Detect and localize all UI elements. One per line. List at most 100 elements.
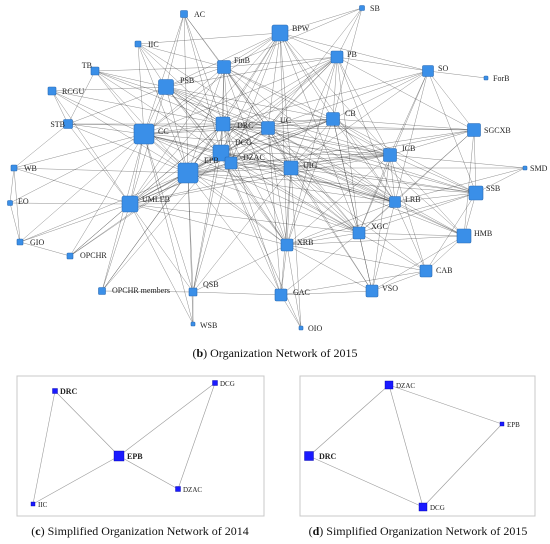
node-dcg[interactable]: [212, 144, 230, 162]
node-ssb[interactable]: [468, 185, 484, 201]
edge-qsb-cc: [143, 133, 194, 293]
panel_c-node-drc[interactable]: [52, 388, 58, 394]
panel-d-frame: [299, 375, 536, 517]
edge-so-sgcxb: [427, 70, 475, 131]
edge-so-lrb: [394, 70, 429, 203]
node-sb[interactable]: [359, 5, 365, 11]
node-label-bpw: BPW: [292, 24, 310, 33]
node-gio[interactable]: [16, 238, 24, 246]
node-xrb[interactable]: [280, 238, 294, 252]
node-wsb[interactable]: [190, 321, 196, 327]
caption-b-text: Organization Network of 2015: [210, 346, 357, 360]
panel-d-edges: [308, 384, 503, 508]
node-drc[interactable]: [215, 116, 231, 132]
node-vso[interactable]: [365, 284, 379, 298]
node-bpw[interactable]: [271, 24, 289, 42]
node-so[interactable]: [422, 65, 434, 77]
node-cab[interactable]: [419, 264, 433, 278]
node-label-sgcxb: SGCXB: [484, 126, 511, 135]
edge-cc-cb: [143, 118, 334, 135]
node-psb[interactable]: [158, 79, 174, 95]
node-umleb[interactable]: [121, 195, 139, 213]
edge-finb-icb: [223, 66, 391, 156]
edge-cab-vso: [371, 270, 427, 292]
node-forb[interactable]: [483, 75, 489, 81]
edge-drc-pb: [222, 56, 338, 125]
edge-dcg-finb: [220, 66, 225, 154]
node-ac[interactable]: [180, 10, 188, 18]
edge-stb-umleb: [67, 123, 131, 205]
node-hmb[interactable]: [456, 228, 472, 244]
edge-uc-cb: [267, 118, 334, 129]
edge-vso-lrb: [371, 201, 396, 292]
panel_d-node-drc[interactable]: [304, 451, 314, 461]
edge-ssb-cb: [332, 118, 477, 194]
node-eo[interactable]: [7, 200, 13, 206]
node-pb[interactable]: [330, 50, 344, 64]
node-dzac[interactable]: [224, 156, 238, 170]
panel_c-node-iic[interactable]: [30, 501, 36, 507]
edge-rcgu-drc: [51, 90, 224, 125]
node-rcgu[interactable]: [47, 86, 57, 96]
node-stb[interactable]: [63, 119, 73, 129]
edge-gac-drc: [222, 123, 282, 296]
node-lrb[interactable]: [389, 196, 401, 208]
edge-uig-umleb: [129, 167, 292, 205]
panel_d-node-label-drc: DRC: [319, 452, 337, 461]
panel-c-frame: [16, 375, 265, 517]
node-finb[interactable]: [217, 60, 231, 74]
edge-epb-finb: [187, 66, 225, 174]
edge-dzac-bpw: [230, 32, 281, 164]
node-uc[interactable]: [261, 121, 275, 135]
edge-opchr-epb: [69, 172, 189, 257]
edge-icb-xrb: [286, 154, 391, 246]
node-gac[interactable]: [274, 288, 288, 302]
edge-sgcxb-uig: [290, 129, 475, 169]
node-xgc[interactable]: [352, 226, 366, 240]
edge-wb-gio: [13, 167, 21, 243]
edge-cab-xrb: [286, 244, 427, 272]
node-iic[interactable]: [134, 40, 142, 48]
node-cb[interactable]: [326, 112, 340, 126]
node-uig[interactable]: [283, 160, 299, 176]
edge-drc-icb: [222, 123, 391, 156]
node-cc[interactable]: [133, 123, 155, 145]
edge-psb-icb: [165, 86, 391, 156]
node-icb[interactable]: [383, 148, 397, 162]
panel_d-node-dzac[interactable]: [384, 380, 394, 390]
panel_c-node-label-epb: EPB: [127, 452, 143, 461]
panel_d-node-epb[interactable]: [499, 421, 505, 427]
edge-cc-uc: [143, 127, 269, 135]
caption-c-letter: c: [35, 524, 41, 538]
node-smd[interactable]: [522, 165, 528, 171]
edge-lrb-xrb: [286, 201, 396, 246]
edge-tb-drc: [94, 70, 224, 125]
edge-gac-dcg: [220, 152, 282, 296]
node-label-cb: CB: [345, 109, 356, 118]
panel_c-node-dcg[interactable]: [212, 380, 218, 386]
edge-qsb-xrb: [192, 244, 288, 293]
panel_c-node-epb[interactable]: [113, 450, 125, 462]
node-tb[interactable]: [90, 66, 100, 76]
node-opchrm[interactable]: [98, 287, 106, 295]
node-qsb[interactable]: [188, 287, 198, 297]
edge-iic-drc: [137, 43, 224, 125]
node-epb[interactable]: [177, 162, 199, 184]
panel_d-node-dcg[interactable]: [418, 502, 428, 512]
panel_d-edge-dzac-epb: [388, 384, 503, 425]
node-opchr[interactable]: [66, 252, 74, 260]
edge-drc-cb: [222, 118, 334, 125]
node-sgcxb[interactable]: [467, 123, 481, 137]
node-label-xgc: XGC: [371, 222, 388, 231]
edge-iic-finb: [137, 43, 225, 68]
node-label-icb: ICB: [402, 144, 415, 153]
edge-gio-umleb: [19, 203, 131, 243]
edge-sb-cb: [332, 7, 363, 120]
edge-so-uig: [290, 70, 429, 169]
edge-epb-bpw: [187, 32, 281, 174]
panel_c-node-dzac[interactable]: [175, 486, 181, 492]
node-wb[interactable]: [10, 164, 18, 172]
node-oio[interactable]: [298, 325, 304, 331]
node-label-pb: PB: [347, 50, 357, 59]
panel_d-edge-epb-dcg: [422, 423, 503, 508]
